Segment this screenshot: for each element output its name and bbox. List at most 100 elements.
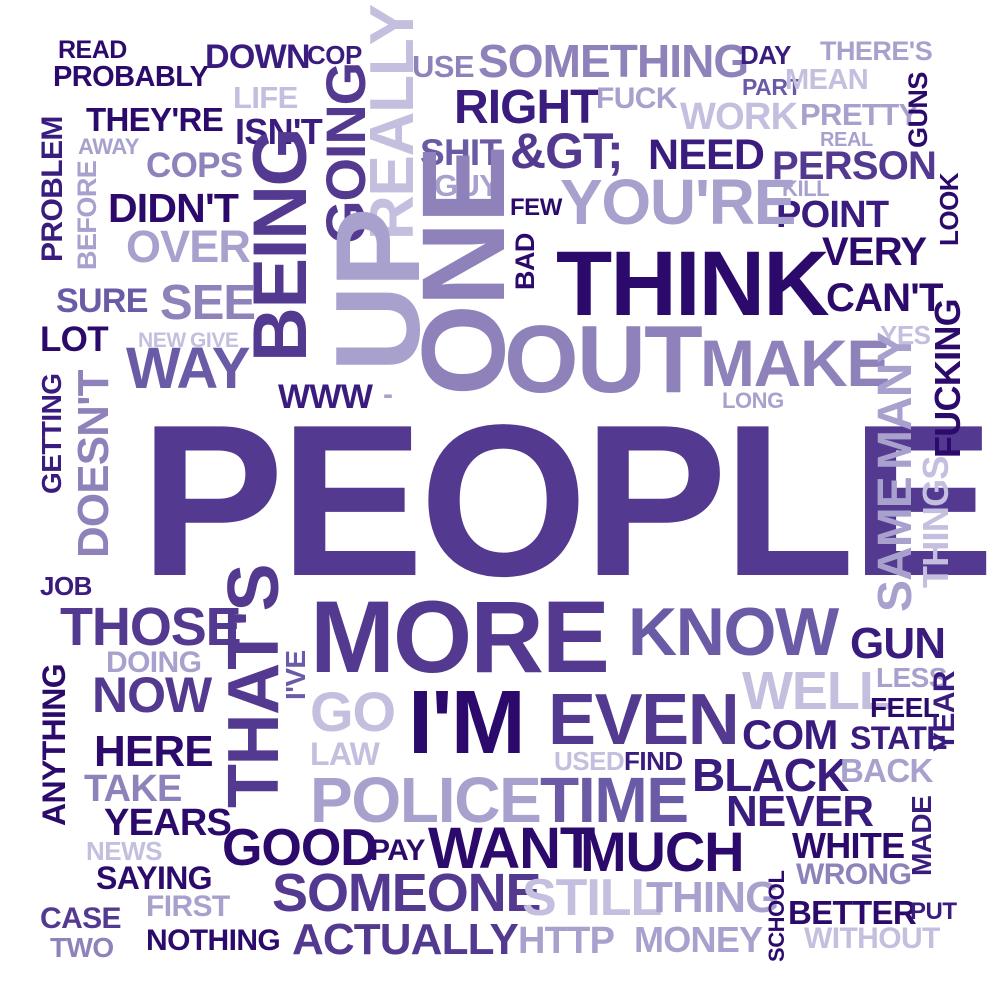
word: GIVE [190, 329, 239, 352]
word: DAY [740, 40, 791, 70]
word: THOSE [60, 597, 242, 657]
word: DIDN'T [108, 185, 239, 231]
word: WWW [278, 378, 373, 416]
word: LOOK [934, 172, 964, 246]
word: BEFORE [72, 160, 102, 270]
word: LOT [40, 320, 109, 359]
word: SCHOOL [764, 870, 789, 962]
word: GUN [850, 619, 946, 668]
word: MORE [310, 580, 610, 694]
word: PART [742, 74, 802, 100]
word: PROBLEM [36, 116, 69, 262]
word: THINGS [915, 456, 956, 588]
word: STILL [522, 869, 662, 927]
word: PAY [370, 834, 426, 867]
word: BETTER [788, 894, 917, 931]
word: NEED [648, 131, 765, 179]
word: GO [310, 680, 396, 743]
word: COP [307, 40, 362, 70]
word: HERE [94, 727, 214, 776]
word: COM [742, 711, 838, 758]
word: EVEN [548, 680, 740, 760]
word: OUT [504, 306, 703, 413]
word: FIRST [146, 890, 230, 923]
word: SAYING [96, 860, 213, 896]
word: ACTUALLY [292, 915, 519, 964]
word: MEAN [785, 64, 869, 96]
word: RIGHT [454, 81, 599, 134]
word: THING [646, 873, 779, 922]
word: ISN'T [235, 111, 323, 152]
word: DOING [106, 646, 202, 679]
word: FEW [510, 194, 562, 221]
word: LAW [310, 736, 380, 772]
word: GOOD [222, 819, 378, 877]
word: WELL [742, 661, 892, 721]
word: SURE [56, 282, 148, 320]
word: CAN'T [826, 276, 943, 320]
word: WANT [428, 816, 595, 881]
word: WRONG [796, 858, 912, 891]
word: KILL [782, 176, 830, 201]
word: POINT [776, 194, 889, 236]
word: STATE [850, 720, 948, 756]
word: USE [412, 49, 475, 84]
word: MANY [869, 332, 922, 471]
word: FUCKING [927, 299, 968, 458]
word: REAL [820, 129, 873, 151]
word: TWO [50, 932, 114, 963]
word: COPS [146, 146, 243, 185]
word: LIFE [233, 80, 298, 115]
word: KNOW [628, 594, 839, 670]
word: &GT; [510, 123, 624, 179]
word: FEEL [870, 692, 940, 723]
word: GETTING [36, 373, 67, 494]
word: PERSON [772, 144, 937, 188]
word: SAME [869, 477, 922, 612]
word: MADE [906, 795, 937, 876]
word: WAY [126, 336, 250, 401]
word: I'M [408, 673, 526, 773]
word: THERE'S [820, 36, 933, 66]
word: TIME [540, 764, 689, 836]
word: SOMETHING [478, 35, 749, 87]
word: THEY'RE [86, 101, 224, 138]
word: GUNS [903, 72, 933, 148]
word: PROBABLY [53, 61, 209, 93]
word: BLACK [692, 749, 849, 801]
word: BEING [238, 128, 323, 362]
word: FUCK [596, 82, 678, 115]
word: THINK [556, 233, 830, 335]
word: LESS [876, 662, 947, 693]
word: NOTHING [146, 924, 281, 957]
word: CASE [40, 902, 122, 935]
word: WITHOUT [804, 922, 940, 955]
word: MUCH [580, 820, 745, 883]
word: NEWS [86, 836, 162, 866]
word: DOESN'T [69, 370, 118, 558]
word: BACK [840, 752, 933, 789]
word: FIND [624, 746, 683, 776]
word: I'VE [280, 650, 311, 700]
word: SHIT [420, 132, 502, 173]
word: NEVER [726, 787, 874, 836]
word: YEARS [104, 802, 232, 844]
word: ANYTHING [36, 664, 72, 826]
word: PRETTY [800, 97, 919, 132]
word: OVER [126, 221, 251, 272]
word: POLICE [310, 764, 542, 836]
word: YES [880, 320, 931, 350]
word: WHITE [792, 825, 905, 866]
word: JOB [40, 571, 92, 601]
word: AWAY [78, 134, 140, 159]
word: USED [554, 746, 625, 776]
word: PEOPLE [140, 379, 995, 621]
word: NOW [92, 667, 212, 723]
word: MONEY [634, 919, 763, 960]
word: NEW [138, 329, 186, 352]
word: SOMEONE [272, 863, 542, 923]
word: HTTP [518, 920, 615, 962]
word: PUT [910, 898, 957, 925]
word: VERY [822, 230, 927, 274]
